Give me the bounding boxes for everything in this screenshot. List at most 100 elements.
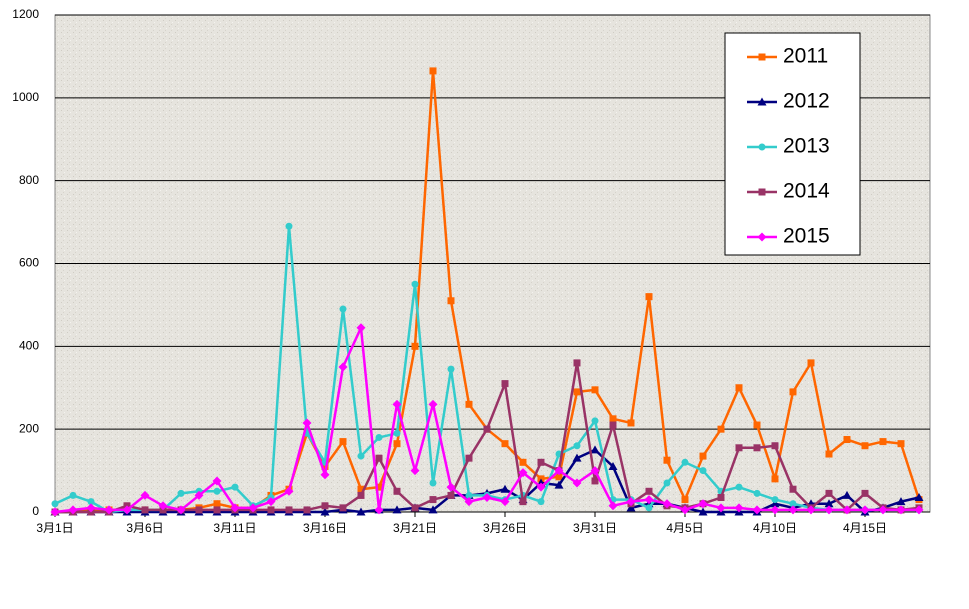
marker — [824, 505, 834, 515]
marker — [140, 490, 150, 500]
marker — [339, 438, 347, 446]
marker — [681, 496, 689, 504]
marker — [122, 505, 132, 515]
marker — [626, 497, 636, 507]
marker — [896, 505, 906, 515]
marker — [375, 433, 383, 441]
marker — [212, 476, 222, 486]
marker — [735, 384, 743, 392]
marker — [428, 399, 438, 409]
marker — [87, 498, 95, 506]
marker — [896, 497, 906, 506]
x-tick-label: 3月1日 — [36, 521, 73, 535]
marker — [393, 487, 401, 495]
marker — [735, 483, 743, 491]
marker — [825, 450, 833, 458]
marker — [699, 467, 707, 475]
marker — [758, 188, 766, 196]
marker — [699, 452, 707, 460]
marker — [824, 499, 834, 508]
marker — [825, 489, 833, 497]
marker — [860, 505, 870, 515]
x-tick-label: 4月15日 — [843, 521, 887, 535]
marker — [392, 399, 402, 409]
marker — [572, 478, 582, 488]
marker — [645, 504, 653, 512]
marker — [393, 440, 401, 448]
marker — [266, 497, 276, 507]
marker — [698, 499, 708, 509]
marker — [663, 456, 671, 464]
marker — [914, 493, 924, 502]
marker — [104, 505, 114, 515]
legend-label: 2014 — [783, 180, 830, 203]
legend-box — [724, 32, 861, 256]
legend-label: 2012 — [783, 90, 830, 113]
marker — [716, 503, 726, 513]
marker — [770, 505, 780, 515]
marker — [357, 485, 365, 493]
marker — [465, 400, 473, 408]
marker — [537, 498, 545, 506]
marker — [897, 440, 905, 448]
marker — [771, 496, 779, 504]
marker — [608, 501, 618, 511]
marker — [483, 425, 491, 433]
marker — [789, 500, 797, 508]
marker — [735, 444, 743, 452]
marker — [608, 461, 618, 470]
marker — [554, 466, 564, 476]
marker — [177, 489, 185, 497]
marker — [645, 487, 653, 495]
y-tick-label: 800 — [19, 173, 39, 187]
marker — [753, 444, 761, 452]
marker — [375, 454, 383, 462]
marker — [555, 473, 563, 481]
marker — [861, 489, 869, 497]
y-tick-label: 1000 — [12, 90, 39, 104]
y-tick-label: 1200 — [12, 7, 39, 21]
marker — [447, 491, 455, 499]
marker — [428, 505, 438, 514]
marker — [501, 380, 509, 388]
marker — [734, 503, 744, 513]
marker — [429, 496, 437, 504]
marker — [68, 505, 78, 515]
marker — [757, 232, 767, 242]
marker — [717, 494, 725, 502]
marker — [878, 505, 888, 515]
marker — [771, 475, 779, 483]
x-tick-label: 3月16日 — [303, 521, 347, 535]
marker — [338, 362, 348, 372]
marker — [393, 429, 401, 437]
marker — [536, 482, 546, 492]
y-tick-label: 600 — [19, 256, 39, 270]
marker — [446, 482, 456, 492]
legend-label: 2013 — [783, 135, 830, 158]
marker — [213, 487, 221, 495]
marker — [411, 504, 419, 512]
marker — [717, 425, 725, 433]
marker — [464, 497, 474, 507]
marker — [429, 479, 437, 487]
marker — [195, 506, 203, 514]
marker — [500, 497, 510, 507]
marker — [758, 53, 766, 61]
marker — [357, 491, 365, 499]
marker — [680, 505, 690, 515]
marker — [573, 388, 581, 396]
marker — [753, 489, 761, 497]
marker — [698, 507, 708, 516]
marker — [771, 442, 779, 450]
marker — [842, 505, 852, 515]
marker — [411, 280, 419, 288]
marker — [645, 293, 653, 301]
marker — [50, 507, 60, 517]
marker — [789, 485, 797, 493]
marker — [807, 359, 815, 367]
marker — [752, 505, 762, 515]
marker — [663, 479, 671, 487]
marker — [230, 503, 240, 513]
marker — [320, 507, 330, 516]
